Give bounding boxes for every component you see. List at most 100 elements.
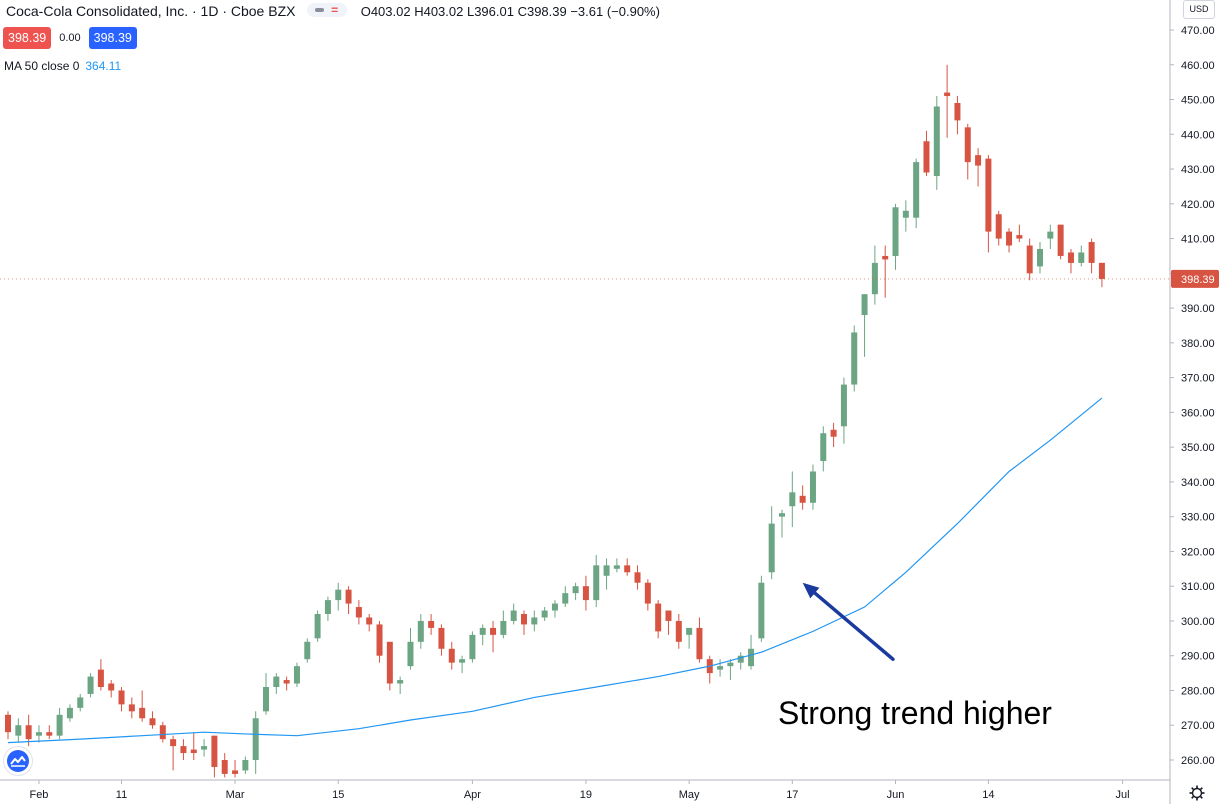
candle[interactable]	[283, 676, 290, 691]
price-axis[interactable]: 260.00 270.00 280.00 290.00 300.00 310.00 320.…	[1170, 25, 1215, 767]
candle[interactable]	[603, 558, 610, 590]
currency-button[interactable]: USD	[1183, 0, 1215, 19]
candle[interactable]	[149, 711, 156, 729]
candle[interactable]	[5, 711, 11, 740]
candle[interactable]	[35, 725, 42, 743]
candle[interactable]	[758, 575, 765, 642]
candle[interactable]	[686, 627, 693, 649]
candle[interactable]	[128, 697, 135, 719]
candle[interactable]	[355, 600, 362, 625]
candle[interactable]	[799, 485, 806, 510]
candle[interactable]	[933, 96, 940, 190]
candle[interactable]	[221, 753, 228, 778]
candle[interactable]	[428, 614, 435, 635]
candle[interactable]	[975, 148, 982, 187]
candle[interactable]	[1078, 245, 1085, 267]
candle[interactable]	[118, 687, 125, 712]
candle[interactable]	[386, 641, 393, 691]
candle[interactable]	[840, 377, 847, 444]
candle[interactable]	[159, 721, 166, 743]
candle[interactable]	[139, 690, 146, 722]
candle[interactable]	[551, 600, 558, 618]
candle[interactable]	[273, 673, 280, 694]
candle[interactable]	[242, 756, 249, 774]
candle[interactable]	[892, 203, 899, 270]
candle[interactable]	[830, 422, 837, 448]
candle[interactable]	[655, 600, 662, 639]
candle[interactable]	[56, 707, 63, 740]
candle[interactable]	[459, 655, 466, 674]
candle[interactable]	[366, 614, 373, 632]
candle[interactable]	[964, 123, 971, 180]
candle[interactable]	[1006, 228, 1013, 253]
candle[interactable]	[1037, 242, 1043, 274]
candle[interactable]	[1067, 249, 1074, 274]
candle[interactable]	[944, 64, 951, 138]
candle[interactable]	[232, 760, 239, 778]
candle[interactable]	[201, 739, 208, 757]
candle[interactable]	[665, 610, 672, 635]
candle[interactable]	[25, 714, 32, 747]
candle[interactable]	[531, 610, 538, 632]
candle[interactable]	[1088, 238, 1095, 274]
candle[interactable]	[263, 673, 269, 715]
candle[interactable]	[500, 610, 507, 639]
candle[interactable]	[613, 558, 620, 573]
candle[interactable]	[1098, 262, 1105, 288]
candle[interactable]	[985, 155, 992, 253]
candle[interactable]	[1016, 224, 1023, 243]
sell-button[interactable]: 398.39	[3, 27, 52, 49]
candle[interactable]	[407, 627, 414, 670]
candle[interactable]	[1026, 238, 1033, 281]
candle[interactable]	[108, 680, 115, 698]
candle[interactable]	[727, 659, 734, 681]
time-axis[interactable]: Feb 11 Mar 15 Apr 19 May 17 Jun 14 Jul	[29, 780, 1130, 801]
candle[interactable]	[335, 582, 342, 611]
candle[interactable]	[748, 634, 755, 670]
candle[interactable]	[624, 558, 631, 576]
candle[interactable]	[696, 617, 703, 663]
gear-icon[interactable]	[1188, 784, 1206, 802]
indicator-legend[interactable]: MA 50 close 0 364.11	[4, 59, 121, 73]
candle[interactable]	[913, 158, 920, 229]
candle[interactable]	[1057, 224, 1064, 260]
candle[interactable]	[510, 603, 517, 625]
candle[interactable]	[675, 614, 682, 649]
candle[interactable]	[438, 624, 445, 656]
candle[interactable]	[180, 739, 187, 760]
candle[interactable]	[995, 210, 1002, 246]
candle[interactable]	[717, 659, 724, 677]
candle[interactable]	[809, 464, 816, 510]
candle[interactable]	[1047, 224, 1054, 249]
visibility-toggle-button[interactable]: =	[307, 3, 348, 17]
candle[interactable]	[66, 704, 73, 722]
candle[interactable]	[861, 294, 868, 357]
candle[interactable]	[211, 735, 218, 778]
candle[interactable]	[293, 662, 300, 687]
candle[interactable]	[190, 732, 197, 760]
candle[interactable]	[593, 554, 600, 608]
tradingview-logo-icon[interactable]	[4, 747, 32, 775]
candle[interactable]	[252, 711, 259, 774]
candle[interactable]	[541, 607, 548, 621]
candle[interactable]	[314, 610, 321, 642]
candle[interactable]	[644, 579, 651, 611]
candle[interactable]	[582, 575, 589, 611]
candle[interactable]	[87, 673, 94, 698]
candle[interactable]	[417, 614, 424, 649]
candle[interactable]	[345, 586, 352, 614]
candle[interactable]	[634, 565, 641, 590]
candle[interactable]	[768, 506, 775, 580]
candle[interactable]	[779, 509, 785, 538]
candle[interactable]	[789, 471, 796, 528]
symbol-title[interactable]: Coca-Cola Consolidated, Inc. · 1D · Cboe…	[6, 3, 296, 19]
candle[interactable]	[376, 620, 383, 663]
candle[interactable]	[562, 586, 569, 608]
candle[interactable]	[923, 130, 930, 176]
candle[interactable]	[170, 735, 177, 771]
candle[interactable]	[954, 96, 961, 135]
candle[interactable]	[871, 245, 878, 305]
candle[interactable]	[706, 655, 713, 684]
candle[interactable]	[324, 596, 331, 621]
